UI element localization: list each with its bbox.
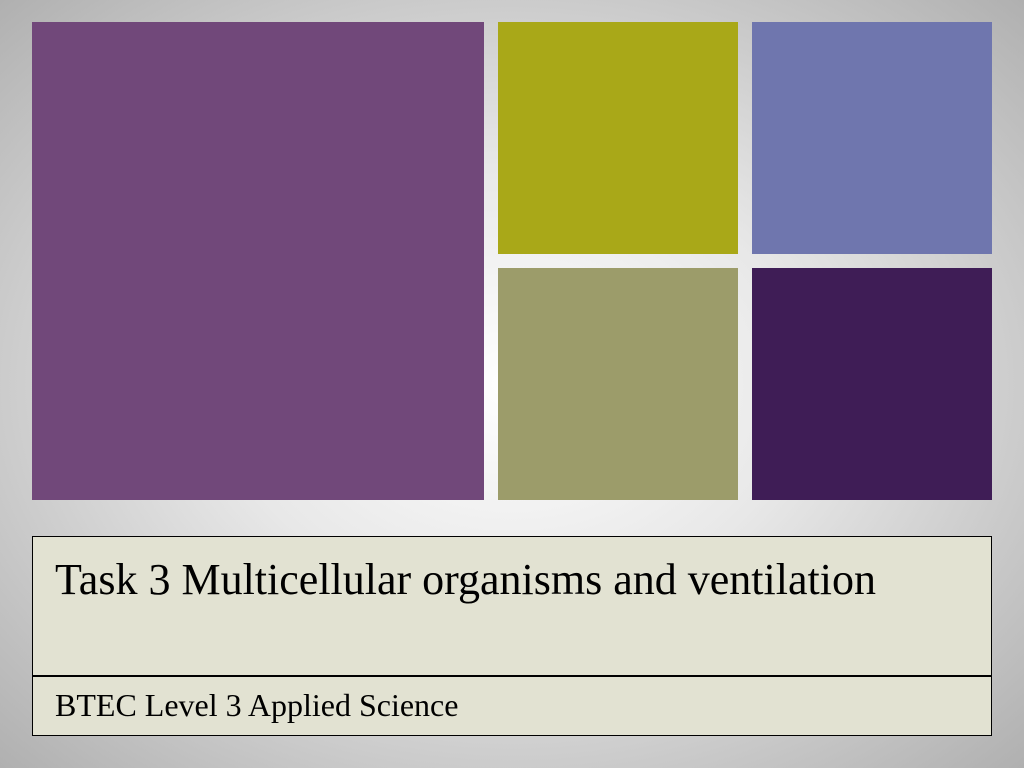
tile-row-top [498, 22, 992, 254]
subtitle-box: BTEC Level 3 Applied Science [32, 676, 992, 736]
tile-bottom-right [752, 268, 992, 500]
tile-large [32, 22, 484, 500]
tile-row-bottom [498, 268, 992, 500]
title-box: Task 3 Multicellular organisms and venti… [32, 536, 992, 676]
slide: Task 3 Multicellular organisms and venti… [0, 0, 1024, 768]
tile-top-right [752, 22, 992, 254]
tile-top-left [498, 22, 738, 254]
slide-title: Task 3 Multicellular organisms and venti… [55, 555, 876, 604]
tile-grid [32, 22, 992, 500]
tile-right-column [498, 22, 992, 500]
tile-bottom-left [498, 268, 738, 500]
slide-subtitle: BTEC Level 3 Applied Science [55, 687, 458, 723]
